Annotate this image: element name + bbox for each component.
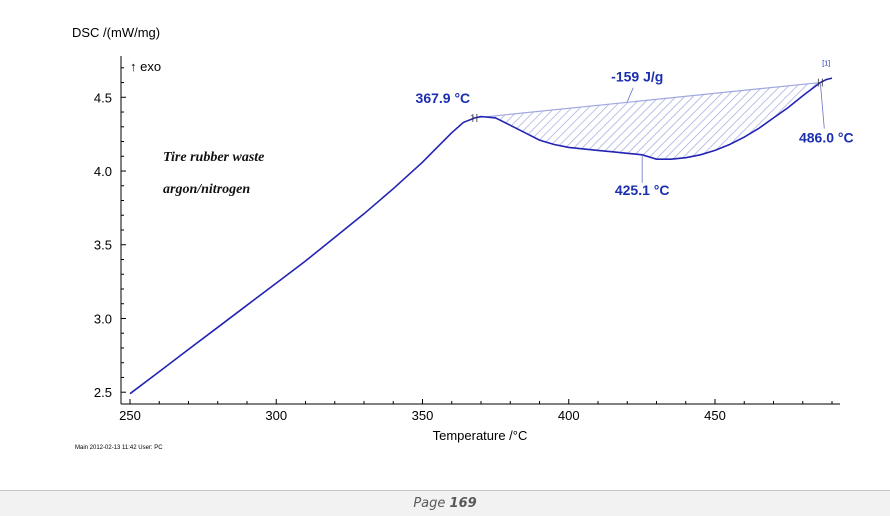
page-number: Page 169 xyxy=(0,496,890,511)
y-tick-label: 4.0 xyxy=(94,164,112,179)
x-tick-label: 350 xyxy=(412,408,434,423)
x-tick-label: 250 xyxy=(119,408,141,423)
peak-fill xyxy=(474,82,821,160)
dsc-chart: 2.5 3.0 3.5 4.0 4.5 250 300 350 400 450 367.9 °C 4… xyxy=(72,25,854,451)
axes: 2.5 3.0 3.5 4.0 4.5 250 300 350 400 450 xyxy=(94,56,840,423)
annotation-leader xyxy=(819,82,825,129)
annotation-label: 425.1 °C xyxy=(615,182,670,198)
atmosphere-label: argon/nitrogen xyxy=(163,182,250,197)
plot-lines xyxy=(129,77,833,395)
annotation-label: 486.0 °C xyxy=(799,130,854,146)
y-tick-label: 2.5 xyxy=(94,385,112,400)
meta-line: Main 2012-02-13 11:42 User: PC xyxy=(75,445,163,451)
curve-marker-label: [1] xyxy=(822,61,830,68)
annotations: 367.9 °C 425.1 °C 486.0 °C -159 J/g [1] xyxy=(416,61,854,198)
y-tick-label: 3.5 xyxy=(94,238,112,253)
peak-area xyxy=(474,81,821,160)
sample-name: Tire rubber waste xyxy=(163,150,264,165)
page-footer: Page 169 xyxy=(0,490,890,516)
x-tick-label: 400 xyxy=(558,408,580,423)
annotation-label: -159 J/g xyxy=(611,69,663,85)
x-tick-label: 300 xyxy=(265,408,287,423)
x-tick-label: 450 xyxy=(704,408,726,423)
x-axis-title: Temperature /°C xyxy=(433,428,528,443)
annotation-leader xyxy=(626,87,634,102)
baseline-line xyxy=(474,81,821,119)
y-axis-title: DSC /(mW/mg) xyxy=(72,25,160,40)
y-tick-label: 3.0 xyxy=(94,311,112,326)
exo-label: ↑ exo xyxy=(130,59,161,74)
page-number-value: 169 xyxy=(449,496,477,511)
page-prefix: Page xyxy=(413,496,446,511)
annotation-label: 367.9 °C xyxy=(416,90,471,106)
y-tick-label: 4.5 xyxy=(94,90,112,105)
dsc-curve xyxy=(129,77,833,395)
